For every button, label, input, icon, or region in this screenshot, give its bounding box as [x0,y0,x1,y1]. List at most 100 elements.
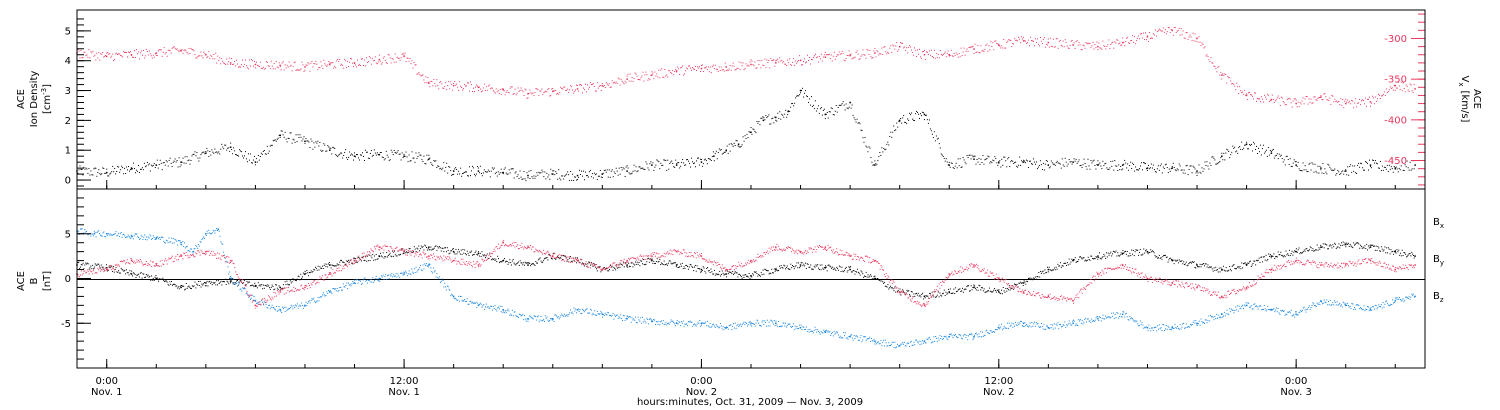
legend-bz-sub: z [1440,296,1444,304]
bx-series-point [700,268,703,271]
bz-series-point [1270,268,1273,271]
bz-series-point [304,286,306,289]
bx-series-point [1245,264,1248,266]
legend-bz: Bz [1433,291,1444,304]
top-panel: 0 1 2 3 4 5 -300 -350 -400 -450 ACE Ion Density … [16,9,1482,190]
density-series-point [279,134,281,137]
bx-series-point [180,286,182,289]
bottom-panel-frame [76,188,1426,369]
density-series-point [998,161,1000,163]
by-series-point [229,277,232,280]
bx-series-point [452,250,455,253]
density-series-point [1221,155,1223,157]
bz-series-point [651,255,653,257]
vx-series-point [229,62,232,64]
density-series-point [180,161,182,163]
vx-axis-tick-labels: -300 -350 -400 -450 [1384,34,1407,167]
vx-subscript: x [1457,82,1465,86]
bz-series-scatter [76,239,1415,309]
bottom-panel-ticks [77,197,1396,368]
legend: Bx By Bz [1433,217,1444,304]
legend-bz-symbol: B [1433,291,1440,302]
bz-series-point [1245,286,1248,289]
vx-tick-label: -300 [1384,34,1407,45]
by-series-point [93,233,96,235]
bz-series-point [1121,264,1124,266]
vx-series-point [1022,40,1025,42]
by-series-point [192,250,195,253]
bx-series-point [428,246,430,248]
density-series-point [762,119,765,122]
bx-series-point [626,264,628,266]
bx-series-point [1146,250,1149,253]
bz-series-point [775,246,777,248]
density-tick-label: 2 [65,116,71,127]
density-series-point [428,158,430,160]
bz-series-point [626,259,628,262]
time-tick-label: 12:00 [390,376,419,387]
bz-series-point [527,246,529,248]
density-series-point [1097,164,1099,166]
by-series-point [1394,300,1397,302]
vx-symbol: V [1459,76,1470,83]
by-series-point [353,282,356,284]
vx-series-point [775,62,777,64]
density-axis-tick-labels: 0 1 2 3 4 5 [65,26,71,186]
density-series-point [576,174,579,177]
vx-series-point [576,88,579,90]
by-series-scatter [76,228,1415,349]
b-axis-label-line2: B [29,277,40,284]
vx-series-point [378,58,381,61]
density-unit-exponent: -3 [40,88,48,95]
by-series-point [1270,309,1273,311]
date-tick-label: Nov. 1 [91,387,122,398]
bx-series-point [849,268,851,271]
density-series-point [1394,167,1397,169]
density-tick-label: 3 [65,86,71,97]
density-series-point [601,173,604,175]
vx-series-point [1320,96,1322,98]
by-series-point [626,318,628,320]
bz-series-point [428,255,430,257]
bx-series-point [1394,250,1397,253]
bx-series-point [1295,250,1297,253]
density-series-point [1414,164,1416,166]
vx-series-point [502,88,504,91]
legend-by: By [1433,254,1444,267]
by-series-point [1022,322,1025,324]
bx-series-point [725,273,727,275]
vx-series-point [874,52,876,54]
by-series-point [700,322,703,324]
bz-series-point [229,259,232,262]
bx-series-point [1171,259,1173,262]
bz-series-point [1097,273,1099,275]
vx-series-point [1344,102,1347,105]
vx-series-point [601,84,604,87]
vx-series-point [1245,94,1248,97]
time-tick-label: 12:00 [984,376,1013,387]
legend-bx-symbol: B [1433,217,1440,228]
density-series-point [775,116,777,119]
bx-series-point [304,273,306,275]
vx-series-point [1369,101,1372,103]
density-tick-label: 5 [65,26,71,37]
vx-series-point [428,82,430,84]
density-tick-label: 4 [65,56,71,67]
bz-series-point [1221,295,1223,298]
density-series-point [229,146,232,148]
vx-series-point [403,55,405,58]
vx-tick-label: -350 [1384,75,1407,86]
bx-series-point [1121,252,1124,255]
vx-series-point [279,64,281,67]
vx-series-point [329,63,331,66]
density-series-point [105,171,108,174]
bx-series-point [1414,255,1416,257]
density-axis-label: ACE Ion Density [cm-3] [16,71,53,128]
date-tick-label: Nov. 3 [1280,387,1311,398]
density-series-point [626,170,628,172]
density-unit-open: [cm [42,95,53,114]
vx-series-point [105,55,108,58]
density-series-point [254,161,257,163]
by-series-point [180,241,182,244]
